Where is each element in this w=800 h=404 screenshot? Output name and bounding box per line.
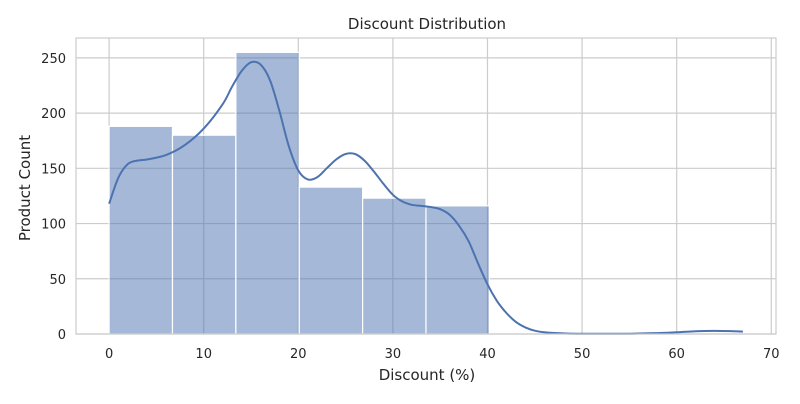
y-tick-label: 200 — [41, 107, 66, 122]
y-tick-label: 50 — [49, 273, 66, 288]
x-tick-label: 0 — [105, 347, 113, 362]
y-tick-label: 250 — [41, 52, 66, 67]
plot-area-frame — [75, 37, 777, 335]
x-axis-label: Discount (%) — [379, 366, 476, 384]
histogram-bar — [108, 125, 174, 335]
x-tick-label: 30 — [385, 347, 402, 362]
histogram-bars — [108, 51, 490, 335]
x-tick-label: 40 — [479, 347, 496, 362]
x-tick-label: 60 — [668, 347, 685, 362]
histogram-bar — [171, 134, 237, 335]
x-axis-ticks: 0 10 20 30 40 50 60 70 — [105, 347, 780, 362]
histogram-bar — [298, 186, 364, 335]
x-tick-label: 50 — [574, 347, 591, 362]
histogram-bar — [425, 205, 490, 335]
x-tick-label: 70 — [763, 347, 780, 362]
chart-title: Discount Distribution — [348, 15, 506, 33]
x-tick-label: 10 — [195, 347, 212, 362]
y-axis-label: Product Count — [16, 135, 34, 241]
y-tick-label: 0 — [58, 328, 66, 343]
y-axis-ticks: 0 50 100 150 200 250 — [41, 52, 66, 343]
histogram-bar — [362, 197, 427, 335]
y-tick-label: 150 — [41, 162, 66, 177]
y-tick-label: 100 — [41, 218, 66, 233]
x-tick-label: 20 — [290, 347, 307, 362]
histogram-bar — [235, 51, 300, 335]
